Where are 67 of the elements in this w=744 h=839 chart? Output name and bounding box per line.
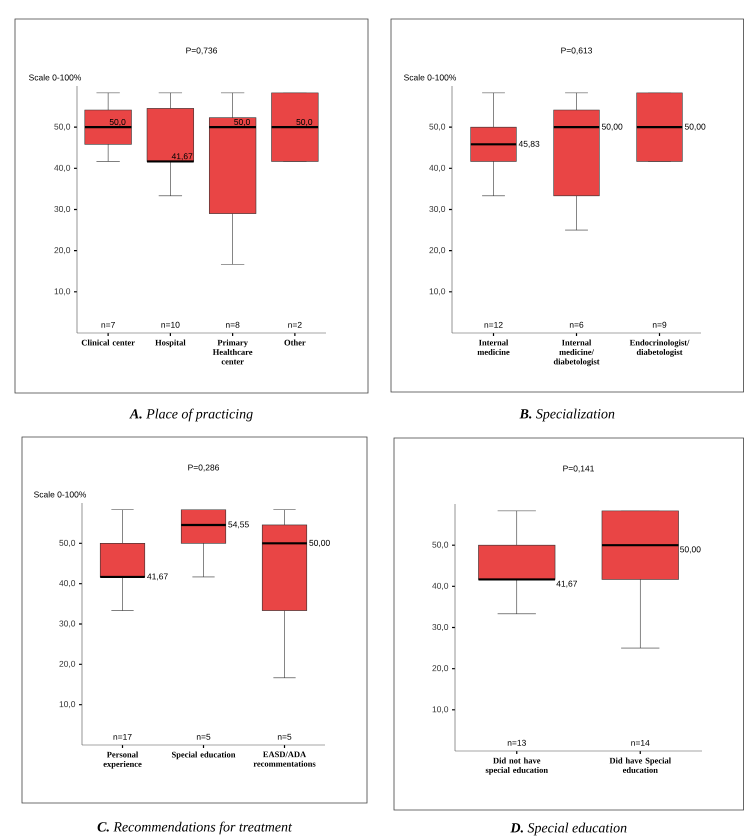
y-tick-label: 20,0 [54,247,70,254]
annotation: 54,55 [228,522,249,528]
annotation: n=13 [508,740,526,746]
x-tick-label: Primary Healthcare center [212,340,252,364]
annotation: n=2 [288,322,302,328]
annotation: 50,0 [234,118,250,126]
annotation: n=14 [631,740,650,746]
annotation: 41,67 [556,580,577,588]
y-tick-label: 50,0 [432,542,448,549]
x-tick-label: Clinical center [82,340,135,346]
annotation: n=17 [114,734,132,740]
x-tick-label: Endocrinologist/ diabetologist [630,340,690,357]
annotation: 50,0 [110,118,126,126]
annotation: n=5 [278,734,292,740]
x-tick-label: Personal experience [104,752,142,769]
text: C. Recommendations for treatment [98,822,292,834]
y-tick-label: 30,0 [432,624,448,631]
y-tick-label: 50,0 [429,124,446,131]
y-tick-label: 40,0 [59,580,76,588]
annotation: n=5 [196,734,210,740]
annotation: 50,00 [684,124,706,131]
x-tick-label: Other [284,340,306,346]
y-tick-label: 20,0 [59,660,76,668]
y-tick-label: 20,0 [429,247,446,254]
annotation: 41,67 [172,153,192,160]
x-tick-label: Did have Special education [610,758,671,773]
y-tick-label: 50,0 [54,124,70,131]
text: D. Special education [510,822,626,836]
y-axis-title: Scale 0-100% [34,491,86,498]
y-axis-title: Scale 0-100% [404,74,456,80]
y-tick-label: 30,0 [54,206,70,213]
x-tick-label: Hospital [155,340,186,348]
annotation: 50,00 [309,540,330,547]
y-tick-label: 50,0 [59,540,76,547]
y-tick-label: 20,0 [432,665,448,672]
x-tick-label: Internal medicine [478,340,510,355]
annotation: 41,67 [147,573,168,580]
y-tick-label: 10,0 [54,288,70,296]
annotation: n=10 [161,322,180,328]
annotation: n=6 [570,322,584,328]
x-tick-label: EASD/ADA recommentations [254,752,316,767]
y-axis-title: Scale 0-100% [29,74,82,80]
annotation: 50,00 [680,546,701,554]
x-tick-label: Special education [172,752,236,760]
annotation: 50,00 [602,124,622,131]
chart-title: P=0,613 [561,48,592,54]
annotation: n=12 [484,322,503,328]
y-tick-label: 10,0 [60,701,76,708]
x-tick-label: Internal medicine/ diabetologist [554,340,600,366]
annotation: n=9 [652,322,666,328]
annotation: 45,83 [518,140,540,148]
text: B. Specialization [519,408,614,422]
text: A. Place of practicing [129,408,253,422]
annotation: 50,0 [296,118,312,126]
y-tick-label: 10,0 [432,706,448,714]
y-tick-label: 40,0 [54,164,70,172]
chart-title: P=0,286 [188,464,220,472]
annotation: n=8 [226,322,240,328]
chart-title: P=0,736 [186,48,218,54]
y-tick-label: 30,0 [59,620,76,628]
x-tick-label: Did not have special education [486,758,548,775]
annotation: n=7 [102,322,115,328]
y-tick-label: 30,0 [429,206,446,213]
y-tick-label: 40,0 [429,164,446,172]
chart-title: P=0,141 [563,466,594,472]
y-tick-label: 40,0 [432,582,448,590]
y-tick-label: 10,0 [430,288,446,296]
